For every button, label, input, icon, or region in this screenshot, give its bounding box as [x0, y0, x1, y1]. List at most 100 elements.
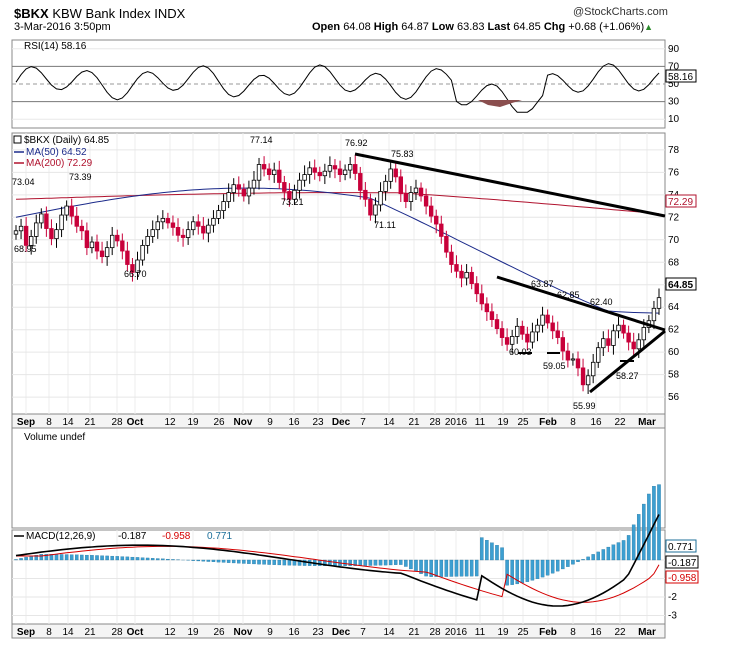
candle-body [287, 191, 292, 200]
candle-body [170, 222, 176, 228]
macd-hist-bar [571, 559, 575, 565]
candle-body [504, 337, 510, 345]
x-tick-label: Mar [638, 627, 656, 638]
panel-frame [11, 132, 666, 415]
x-tick-label: Nov [234, 417, 253, 428]
macd-hist-bar [44, 554, 49, 561]
low-label: Low [431, 21, 454, 33]
candle-body [403, 193, 409, 202]
volume-legend: Volume undef [24, 432, 85, 443]
macd-hist-bar [495, 545, 499, 561]
candle-body [145, 236, 150, 246]
signal-legend-value: -0.958 [162, 531, 191, 542]
trendline [496, 275, 666, 332]
price-annotation: 73.04 [12, 177, 35, 187]
x-tick-label: 28 [429, 417, 441, 428]
candle-body [297, 179, 302, 191]
price-annotation: 73.21 [281, 197, 304, 207]
candle-body [49, 228, 54, 240]
ma200-legend: MA(200) 72.29 [26, 158, 93, 169]
macd-hist-bar [100, 555, 104, 561]
watermark: @StockCharts.com [573, 6, 668, 18]
rsi-oversold-fill [478, 100, 522, 107]
macd-hist-bar [267, 559, 271, 565]
candle-body [180, 234, 186, 238]
candle-body [165, 218, 171, 224]
last-price-tag-box [665, 277, 697, 291]
candle-body [616, 324, 621, 332]
macd-hist-bar [469, 559, 474, 577]
x-tick-label: Sep [17, 627, 35, 638]
ohlc-summary: Open 64.08 High 64.87 Low 63.83 Last 64.… [312, 21, 653, 33]
x-tick-label: 11 [475, 627, 486, 638]
candle-body [464, 271, 469, 279]
macd-hist-bar [449, 559, 454, 577]
candle-body [530, 331, 535, 343]
macd-hist-bar [29, 556, 33, 561]
macd-hist-bar [576, 559, 580, 562]
macd-hist-bar [480, 537, 484, 561]
candle-body [160, 218, 166, 223]
candle-body [211, 218, 216, 226]
x-tick-label: 12 [164, 417, 176, 428]
macd-hist-bar [490, 542, 494, 561]
candle-body [479, 293, 484, 305]
candle-body [89, 241, 95, 249]
price-tick-label: 58 [668, 370, 680, 381]
signal-tag-box [665, 570, 699, 584]
macd-legend-value: -0.187 [118, 531, 147, 542]
macd-hist-bar [500, 547, 504, 561]
macd-hist-bar [540, 559, 545, 578]
macd-hist-bar [34, 555, 39, 561]
symbol: $BKX [14, 6, 49, 21]
price-tick-label: 64 [668, 302, 680, 313]
open-label: Open [312, 21, 341, 33]
macd-hist-bar [242, 559, 246, 564]
price-tick-label: 68 [668, 257, 680, 268]
macd-line [15, 514, 660, 607]
datetime: 3-Mar-2016 3:50pm [14, 21, 111, 33]
candle-body [175, 227, 181, 236]
candle-body [39, 213, 44, 224]
candle-body [363, 189, 368, 200]
macd-hist-bar [161, 558, 165, 561]
x-tick-label: 7 [360, 417, 366, 428]
panel-frame [11, 529, 666, 625]
candle-body [109, 234, 115, 249]
rsi-tick-label: 90 [668, 44, 680, 55]
macd-hist-bar [429, 559, 433, 577]
candle-body [84, 230, 90, 249]
candle-body [383, 180, 388, 192]
macd-hist-bar [145, 557, 150, 561]
x-tick-label: 14 [383, 627, 395, 638]
candle-body [196, 221, 201, 227]
price-tick-label: 60 [668, 347, 680, 358]
macd-hist-bar [95, 555, 99, 561]
macd-hist-bar [125, 556, 130, 561]
candle-body [342, 169, 348, 175]
macd-hist-bar [611, 544, 616, 561]
price-annotation: 59.05 [543, 361, 566, 371]
macd-hist-bar [636, 514, 641, 561]
macd-hist-bar [247, 559, 251, 564]
open-value: 64.08 [343, 21, 371, 33]
x-tick-label: Dec [332, 627, 351, 638]
signal-tag: -0.958 [668, 573, 697, 584]
price-annotation: 75.83 [391, 149, 414, 159]
macd-hist-bar [221, 559, 226, 563]
macd-hist-bar [439, 559, 444, 577]
candle-body [444, 236, 449, 253]
candle-body [499, 328, 505, 338]
macd-legend: MACD(12,26,9) [26, 531, 95, 542]
candle-body [347, 164, 353, 171]
candle-body [201, 225, 206, 234]
macd-hist-bar [383, 559, 388, 566]
x-tick-label: 28 [429, 627, 441, 638]
candle-body [231, 184, 236, 193]
x-tick-label: 2016 [445, 627, 468, 638]
candle-body [434, 215, 439, 225]
candle-body [150, 229, 155, 237]
macd-hist-bar [216, 559, 221, 563]
macd-hist-bar [90, 555, 94, 561]
candle-body [130, 264, 135, 273]
